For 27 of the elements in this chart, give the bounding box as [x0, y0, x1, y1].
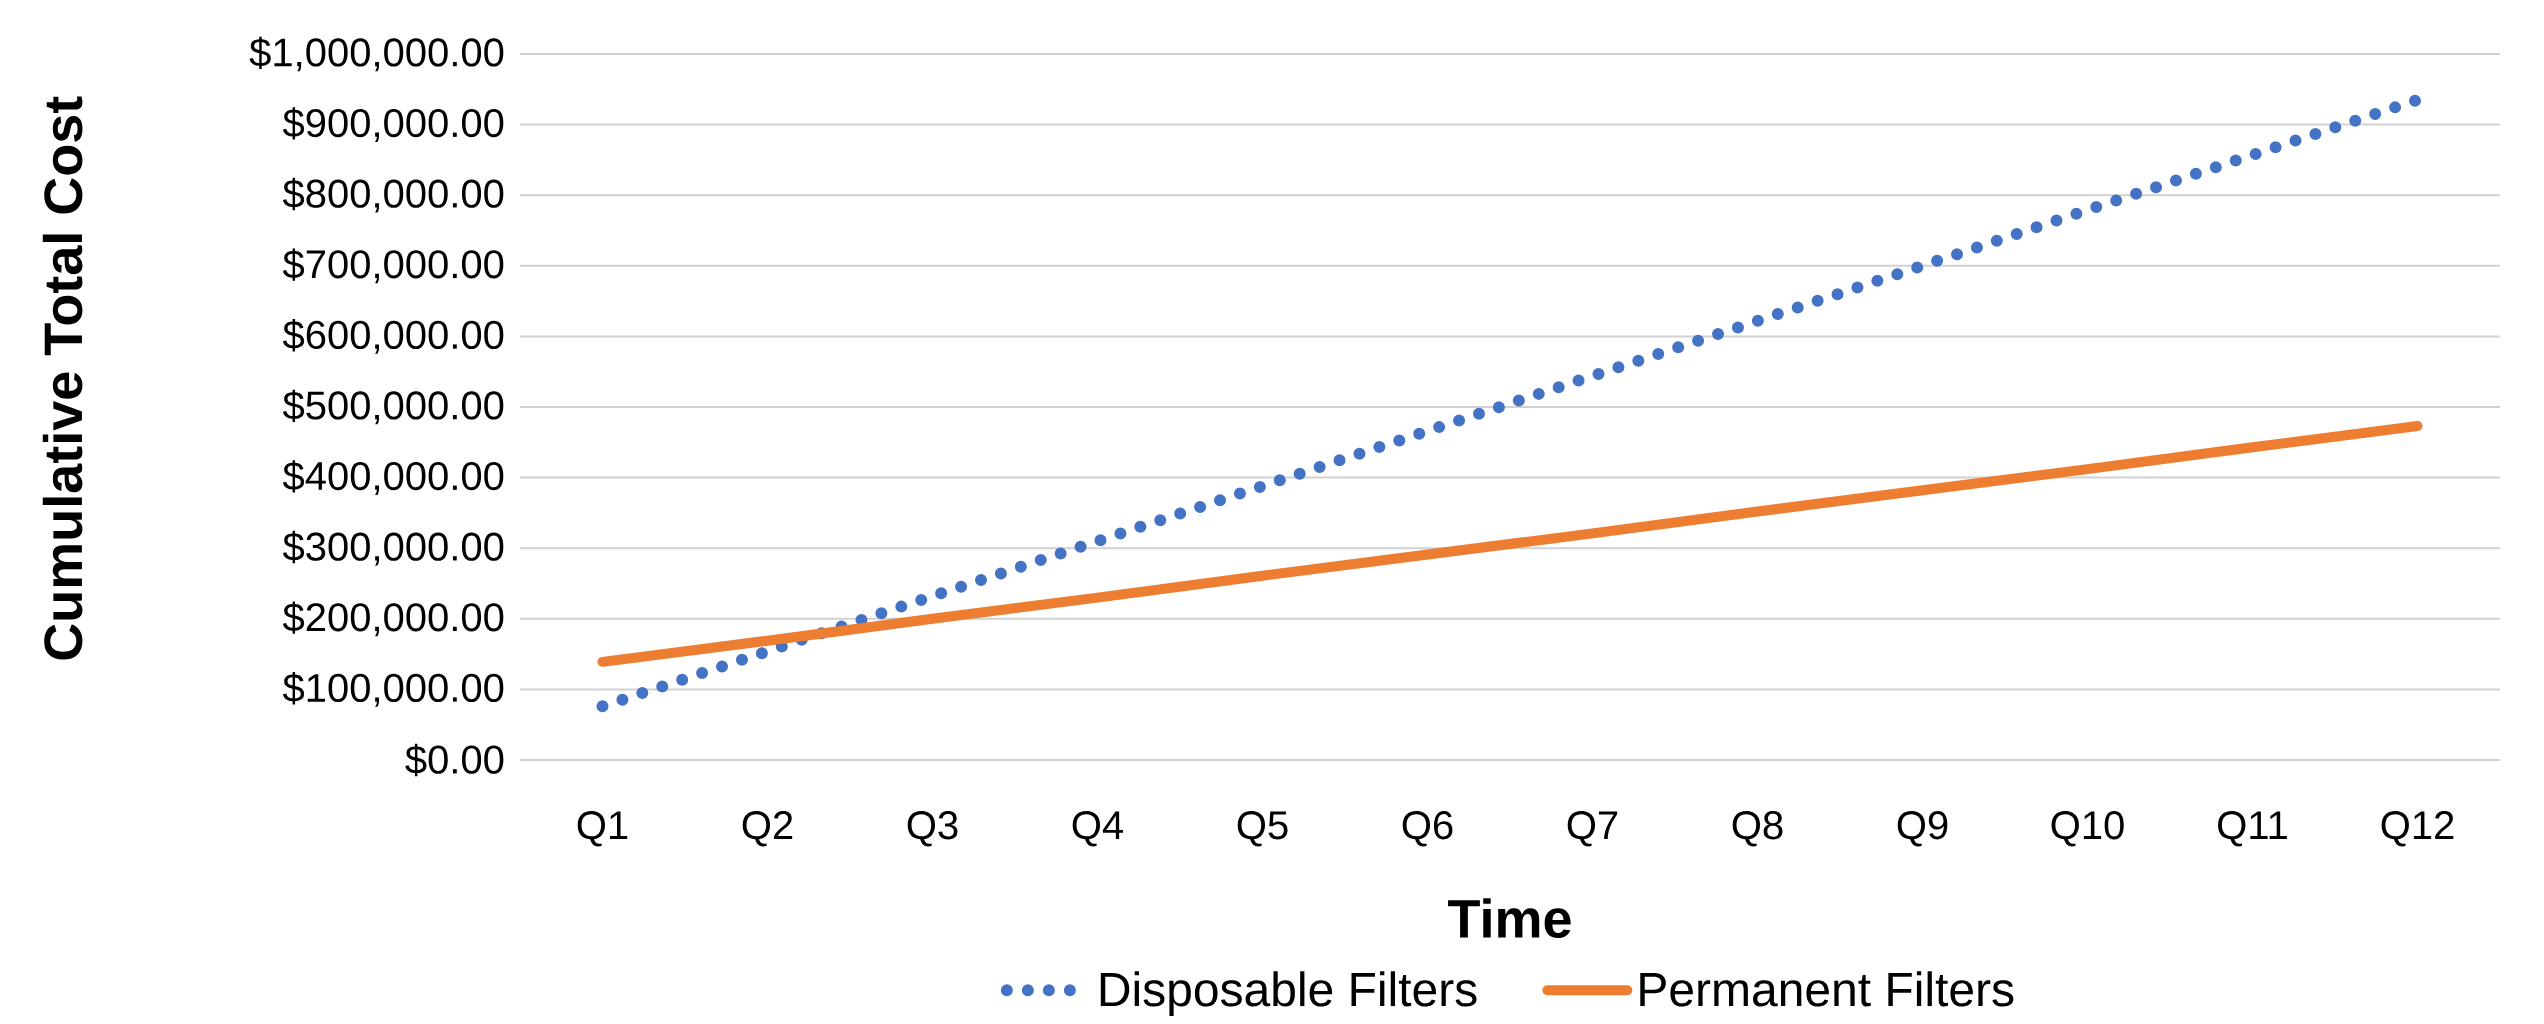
y-tick-label: $1,000,000.00 — [249, 36, 504, 72]
y-tick-label: $800,000.00 — [282, 177, 504, 213]
y-tick-label: $600,000.00 — [282, 319, 504, 354]
y-axis-title: Cumulative Total Cost — [42, 96, 83, 660]
x-tick-label: Q5 — [1237, 811, 1288, 847]
x-tick-label: Q4 — [1072, 811, 1124, 847]
x-tick-label: Q9 — [1897, 811, 1948, 847]
y-tick-label: $500,000.00 — [282, 389, 504, 425]
x-axis-title: Time — [1448, 898, 1571, 938]
x-tick-label: Q11 — [2218, 811, 2287, 847]
y-tick-label: $400,000.00 — [282, 460, 504, 495]
legend-label: Permanent Filters — [1640, 971, 2014, 1007]
y-tick-label: $900,000.00 — [282, 107, 504, 142]
x-tick-label: Q7 — [1567, 811, 1618, 847]
y-tick-label: $700,000.00 — [282, 248, 504, 284]
x-tick-label: Q10 — [2051, 811, 2124, 847]
x-tick-label: Q8 — [1732, 811, 1783, 847]
x-tick-label: Q12 — [2381, 811, 2454, 847]
legend-label: Disposable Filters — [1100, 971, 1477, 1017]
y-tick-label: $100,000.00 — [282, 672, 504, 707]
x-tick-label: Q6 — [1402, 811, 1453, 847]
y-tick-label: $0.00 — [405, 743, 504, 777]
y-tick-label: $300,000.00 — [282, 530, 504, 566]
x-tick-label: Q2 — [742, 811, 793, 847]
x-tick-label: Q1 — [577, 811, 628, 847]
x-tick-label: Q3 — [907, 811, 958, 847]
y-tick-label: $200,000.00 — [282, 601, 504, 637]
